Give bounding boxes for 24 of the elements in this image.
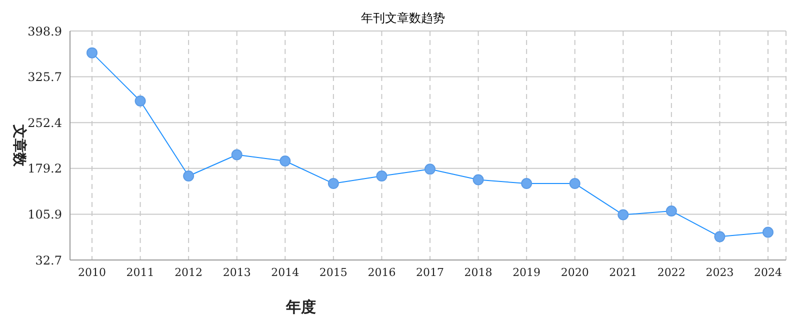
x-axis-title: 年度 xyxy=(285,298,316,316)
x-tick-label: 2022 xyxy=(657,266,686,279)
chart-title: 年刊文章数趋势 xyxy=(361,11,445,25)
x-tick-label: 2020 xyxy=(560,266,589,279)
x-tick-label: 2011 xyxy=(126,266,154,279)
y-tick-label: 325.7 xyxy=(28,70,62,84)
x-tick-label: 2021 xyxy=(609,266,638,279)
x-tick-label: 2023 xyxy=(706,266,734,279)
x-tick-label: 2024 xyxy=(754,266,782,279)
y-axis-title: 文章数 xyxy=(11,124,28,168)
x-tick-label: 2017 xyxy=(416,266,444,279)
x-tick-label: 2015 xyxy=(319,266,348,279)
x-tick-label: 2013 xyxy=(222,266,251,279)
x-tick-label: 2019 xyxy=(512,266,541,279)
x-tick-label: 2018 xyxy=(464,266,492,279)
y-tick-label: 179.2 xyxy=(28,162,62,176)
y-tick-label: 398.9 xyxy=(28,24,62,38)
y-tick-label: 252.4 xyxy=(28,116,62,130)
x-tick-label: 2012 xyxy=(174,266,203,279)
y-tick-label: 105.9 xyxy=(28,207,62,222)
x-tick-label: 2014 xyxy=(271,266,300,279)
x-tick-label: 2010 xyxy=(78,266,106,279)
x-tick-label: 2016 xyxy=(368,266,396,279)
y-tick-label: 32.7 xyxy=(35,253,62,268)
